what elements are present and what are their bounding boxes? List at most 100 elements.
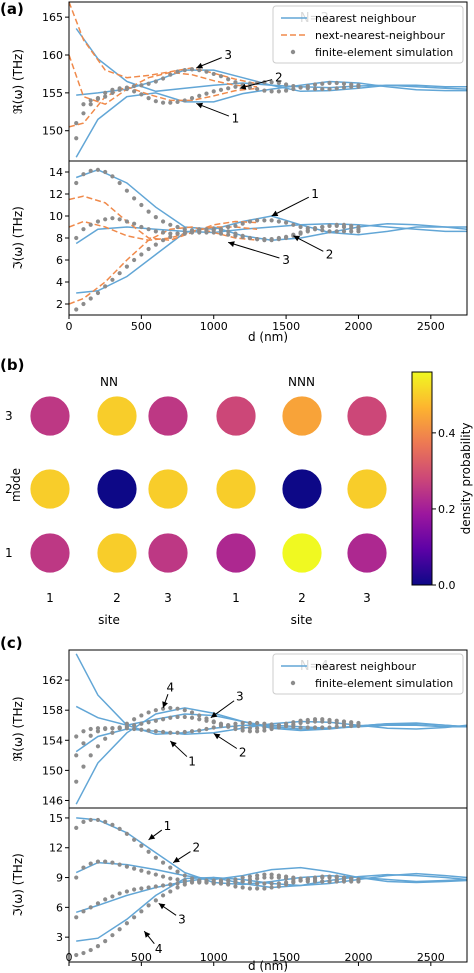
fem-point	[146, 209, 151, 214]
fem-point	[276, 219, 281, 224]
fem-point	[175, 877, 180, 882]
fem-point	[117, 86, 122, 91]
fem-point	[81, 764, 86, 769]
fem-point	[110, 894, 115, 899]
fem-point	[276, 237, 281, 242]
fem-point	[81, 227, 86, 232]
fem-point	[81, 741, 86, 746]
fem-point	[168, 865, 173, 870]
fem-point	[88, 947, 93, 953]
fem-point	[349, 223, 354, 228]
fem-point	[204, 69, 209, 74]
fem-point	[110, 277, 115, 282]
fem-point	[124, 921, 129, 926]
fem-point	[168, 100, 173, 105]
fem-point	[132, 717, 137, 722]
fem-point	[182, 98, 187, 103]
fem-point	[110, 730, 115, 735]
fem-point	[334, 86, 339, 91]
fem-point	[356, 723, 361, 729]
y-tick-label: 6	[56, 254, 63, 267]
fem-point	[341, 229, 347, 234]
fem-point	[182, 708, 187, 713]
y-tick-label: 160	[42, 49, 63, 62]
fem-point	[103, 169, 108, 175]
fem-point	[312, 717, 318, 722]
x-tick-label: 2500	[417, 951, 445, 964]
fem-point	[334, 879, 339, 884]
fem-point	[197, 227, 202, 232]
fem-point	[262, 238, 267, 243]
fem-point	[175, 714, 180, 720]
mode-tick-label: 1	[5, 546, 13, 560]
fem-point	[132, 221, 137, 226]
fem-point	[255, 873, 260, 878]
series-group	[69, 2, 467, 158]
fem-point	[175, 224, 180, 230]
fem-point	[132, 837, 137, 842]
fem-point	[153, 229, 158, 234]
fem-point	[349, 723, 354, 729]
fem-point	[88, 733, 93, 738]
legend-entry-label: nearest neighbour	[315, 12, 417, 25]
fem-point	[320, 725, 325, 730]
fem-point	[226, 86, 231, 91]
fem-point	[341, 875, 347, 880]
fem-point	[334, 718, 339, 723]
mode-arrowhead	[196, 102, 204, 109]
fem-point	[81, 865, 86, 870]
fem-point	[110, 726, 115, 731]
fem-point	[269, 89, 274, 94]
mode-label: 1	[311, 187, 319, 201]
fem-point	[132, 887, 137, 892]
fem-point	[233, 84, 238, 89]
fem-point	[160, 860, 166, 865]
y-tick-label: 154	[42, 734, 63, 747]
fem-point	[356, 84, 361, 89]
mode-arrow	[271, 196, 310, 217]
fem-point	[88, 905, 93, 910]
fem-point	[341, 85, 347, 90]
fem-point	[117, 180, 122, 186]
fem-point	[146, 903, 151, 908]
fem-point	[226, 882, 231, 887]
nnn-series-line	[69, 220, 258, 241]
mode-label: 1	[188, 754, 196, 768]
series-group	[74, 653, 467, 805]
fem-point	[153, 242, 158, 247]
fem-point	[132, 723, 137, 728]
fem-point	[247, 720, 253, 726]
fem-point	[168, 889, 173, 894]
fem-point	[262, 218, 267, 223]
fem-point	[211, 880, 216, 885]
fem-point	[95, 167, 101, 172]
fem-point	[247, 726, 253, 731]
density-site-circle	[29, 532, 71, 574]
density-site-circle	[147, 468, 189, 510]
x-tick-label: 1500	[272, 951, 300, 964]
fem-point	[211, 227, 216, 232]
mode-arrowhead	[239, 83, 247, 90]
fem-point	[255, 886, 260, 891]
fem-point	[226, 77, 231, 82]
mode-label: 1	[164, 819, 172, 833]
fem-point	[168, 705, 173, 711]
fem-point	[117, 726, 122, 731]
fem-point	[139, 224, 144, 230]
fem-point	[240, 725, 245, 730]
fem-point	[283, 235, 289, 241]
fem-point	[341, 222, 347, 227]
legend-entry-label: finite-element simulation	[315, 677, 453, 690]
fem-point	[95, 219, 101, 224]
fem-point	[189, 228, 195, 233]
fem-point	[226, 878, 231, 883]
mode-arrowhead	[293, 235, 301, 242]
fem-point	[103, 897, 108, 902]
fem-point	[226, 232, 231, 237]
fem-point	[175, 99, 180, 105]
x-tick-label: 2000	[344, 951, 372, 964]
fem-point	[218, 878, 224, 883]
density-site-circle	[346, 395, 388, 437]
fem-point	[255, 237, 260, 242]
